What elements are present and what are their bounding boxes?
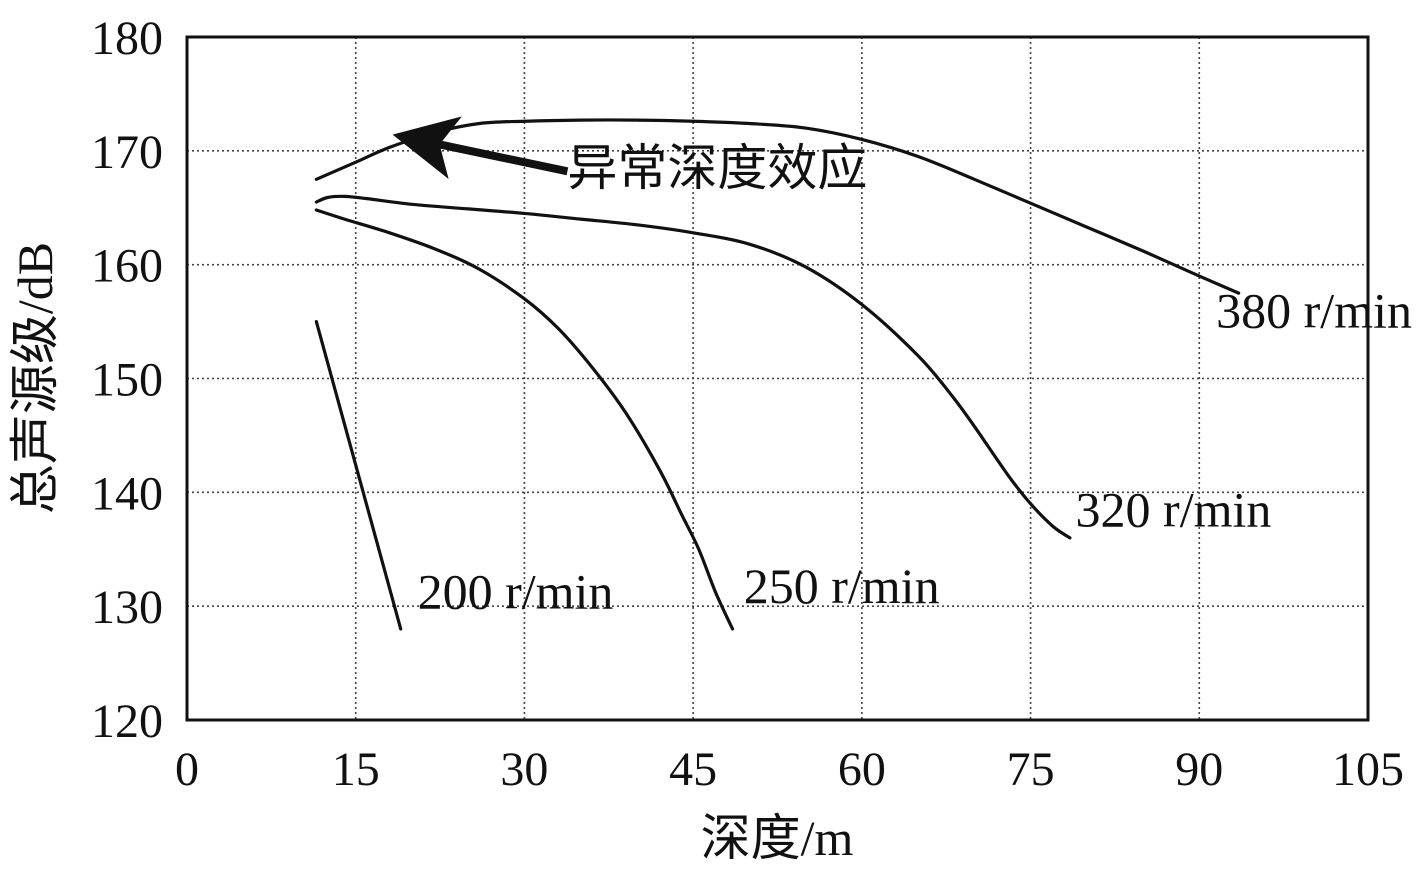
y-axis-title: 总声源级/dB	[7, 242, 63, 514]
gridlines	[187, 37, 1368, 720]
series-line-320-r-min	[314, 194, 1072, 540]
annotation-arrow	[392, 116, 569, 180]
tick-labels: 0 15 30 45 60 75 90 105 120 130 140 150 160 170 180	[91, 12, 1404, 796]
x-tick-label: 90	[1175, 743, 1223, 796]
plot-frame	[185, 35, 1370, 722]
x-tick-label: 0	[175, 743, 199, 796]
y-tick-label: 150	[91, 354, 163, 407]
x-tick-label: 75	[1007, 743, 1055, 796]
y-tick-label: 140	[91, 467, 163, 520]
y-tick-label: 180	[91, 12, 163, 65]
x-tick-label: 45	[669, 743, 717, 796]
series-label-380-r-min: 380 r/min	[1216, 282, 1412, 338]
series-line-200-r-min	[314, 319, 403, 631]
x-tick-label: 30	[500, 743, 548, 796]
x-tick-label: 105	[1332, 743, 1404, 796]
y-tick-label: 170	[91, 126, 163, 179]
y-tick-label: 130	[91, 581, 163, 634]
x-tick-label: 60	[838, 743, 886, 796]
y-tick-label: 160	[91, 240, 163, 293]
series-label-250-r-min: 250 r/min	[744, 558, 940, 614]
series-label-200-r-min: 200 r/min	[418, 563, 614, 619]
series-labels: 380 r/min 320 r/min 250 r/min 200 r/min	[418, 282, 1412, 619]
x-axis-title: 深度/m	[701, 810, 854, 866]
series-line-250-r-min	[314, 208, 735, 631]
annotation-text: 异常深度效应	[567, 140, 867, 196]
y-tick-label: 120	[91, 695, 163, 748]
x-tick-label: 15	[332, 743, 380, 796]
annotation-layer: 异常深度效应	[392, 116, 867, 196]
series-lines	[314, 118, 1241, 631]
series-label-320-r-min: 320 r/min	[1076, 481, 1272, 537]
